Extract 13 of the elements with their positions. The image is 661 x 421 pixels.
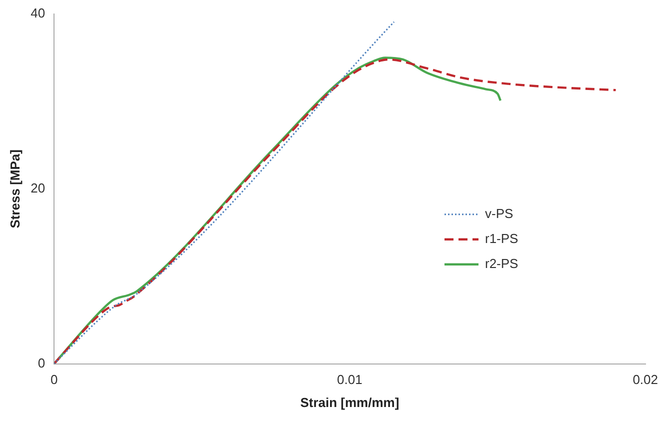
y-tick-label: 20 [30,180,46,196]
x-tick-label: 0.02 [632,372,658,388]
x-tick-label: 0.01 [337,372,362,388]
y-tick-label: 0 [38,355,46,370]
y-tick-label: 40 [30,6,46,21]
legend-label: v-PS [484,206,514,221]
y-axis-title: Stress [MPa] [7,150,22,228]
legend-label: r2-PS [484,256,519,271]
x-axis-title: Strain [mm/mm] [300,394,400,410]
legend-label: r1-PS [484,230,519,246]
line-series [54,58,617,364]
x-tick-label: 0 [50,372,58,388]
line-series [54,21,395,364]
